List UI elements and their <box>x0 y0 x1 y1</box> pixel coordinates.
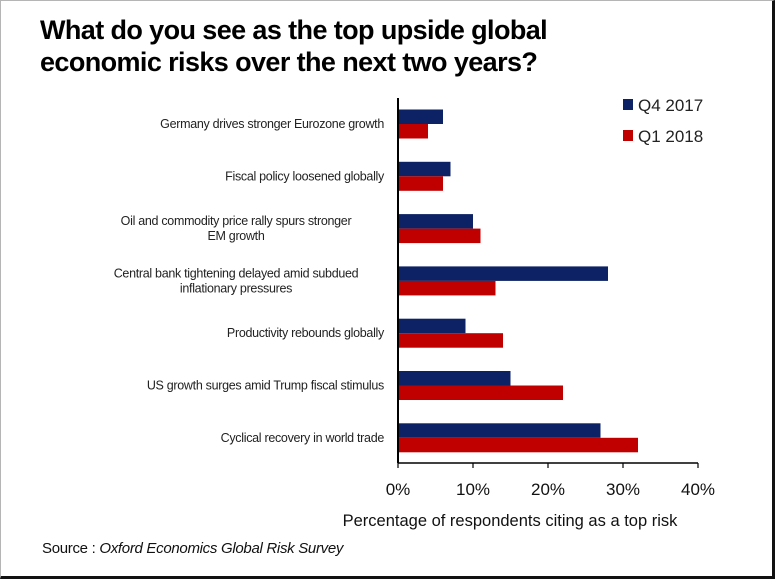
category-label: US growth surges amid Trump fiscal stimu… <box>147 379 384 393</box>
legend: Q4 2017 Q1 2018 <box>623 96 703 146</box>
legend-swatch-0 <box>623 99 633 110</box>
bar-q1-2018-3 <box>398 280 496 296</box>
bar-q1-2018-0 <box>398 124 428 139</box>
category-label: EM growth <box>207 229 264 243</box>
bar-q4-2017-1 <box>398 161 451 177</box>
bar-q4-2017-2 <box>398 214 473 229</box>
bar-q4-2017-4 <box>398 318 466 334</box>
chart-title-line-2: economic risks over the next two years? <box>40 47 538 77</box>
source-note: Source : Oxford Economics Global Risk Su… <box>42 540 343 557</box>
legend-label-1: Q1 2018 <box>638 127 703 146</box>
chart-title-line-1: What do you see as the top upside global <box>40 15 548 45</box>
source-label: Source : <box>42 540 96 557</box>
bar-q1-2018-5 <box>398 385 563 400</box>
bar-q1-2018-2 <box>398 228 481 244</box>
bar-q1-2018-4 <box>398 333 503 348</box>
source-name: Oxford Economics Global Risk Survey <box>99 540 344 557</box>
bar-q4-2017-6 <box>398 423 601 438</box>
x-tick-label: 10% <box>456 480 490 499</box>
category-label: inflationary pressures <box>180 281 292 295</box>
x-tick-label: 30% <box>606 480 640 499</box>
legend-swatch-1 <box>623 130 633 141</box>
category-label: Central bank tightening delayed amid sub… <box>114 266 359 280</box>
bars-group <box>398 109 638 453</box>
x-axis-label: Percentage of respondents citing as a to… <box>343 512 679 530</box>
category-label: Germany drives stronger Eurozone growth <box>160 117 384 131</box>
category-label: Cyclical recovery in world trade <box>221 431 385 445</box>
category-labels: Germany drives stronger Eurozone growth F… <box>114 117 386 445</box>
x-tick-label: 20% <box>531 480 565 499</box>
axes-group: 0% 10% 20% 30% 40% <box>386 98 715 499</box>
x-tick-label: 0% <box>386 480 411 499</box>
legend-label-0: Q4 2017 <box>638 96 703 115</box>
category-label: Oil and commodity price rally spurs stro… <box>121 214 352 228</box>
x-tick-label: 40% <box>681 480 715 499</box>
category-label: Productivity rebounds globally <box>227 326 385 340</box>
category-label: Fiscal policy loosened globally <box>225 169 385 183</box>
bar-q4-2017-0 <box>398 109 443 124</box>
chart-title: What do you see as the top upside global… <box>40 14 760 78</box>
bar-q4-2017-3 <box>398 266 608 281</box>
bar-q1-2018-6 <box>398 437 638 453</box>
bar-q1-2018-1 <box>398 176 443 191</box>
bar-q4-2017-5 <box>398 371 511 386</box>
